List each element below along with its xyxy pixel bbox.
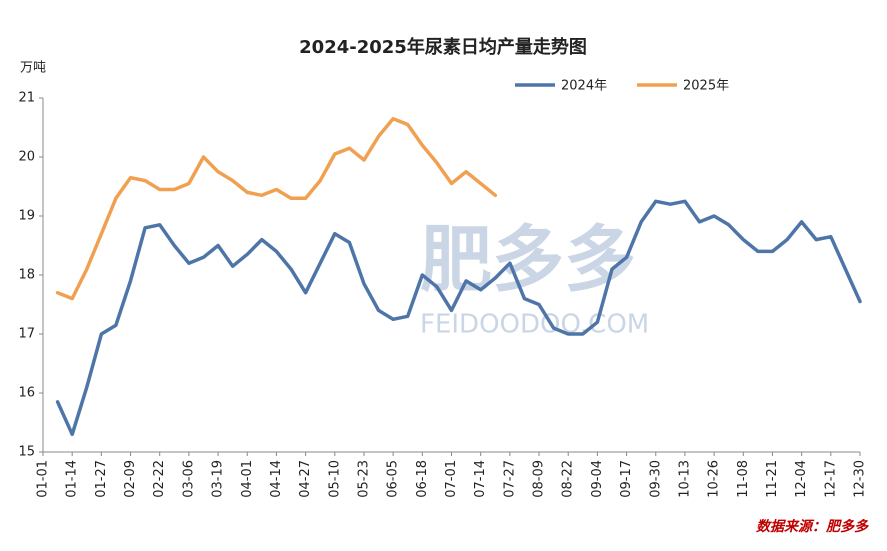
source: 数据来源：肥多多 <box>756 518 869 535</box>
series-line <box>55 116 498 301</box>
legend-label: 2025年 <box>683 79 729 94</box>
y-tick-label: 19 <box>18 209 35 224</box>
x-tick-label: 09-17 <box>619 460 634 498</box>
x-tick-label: 11-21 <box>765 460 780 498</box>
x-tick-label: 05-23 <box>356 460 371 498</box>
x-tick-label: 07-01 <box>444 460 459 498</box>
x-tick-label: 11-08 <box>736 460 751 498</box>
x-tick-label: 10-13 <box>677 460 692 498</box>
x-tick-label: 06-18 <box>415 460 430 498</box>
legend-label: 2024年 <box>561 79 607 94</box>
chart-title: 2024-2025年尿素日均产量走势图 <box>299 36 587 58</box>
x-tick-label: 09-30 <box>648 460 663 498</box>
x-tick-label: 01-14 <box>65 460 80 498</box>
x-tick-label: 03-19 <box>211 460 226 498</box>
x-tick-label: 02-09 <box>123 460 138 498</box>
x-tick-label: 12-30 <box>853 460 868 498</box>
y-tick-label: 15 <box>18 445 35 460</box>
x-tick-label: 12-17 <box>823 460 838 498</box>
x-tick-label: 07-27 <box>502 460 517 498</box>
x-tick-label: 03-06 <box>181 460 196 498</box>
x-tick-label: 08-22 <box>561 460 576 498</box>
x-tick-label: 07-14 <box>473 460 488 498</box>
x-tick-label: 10-26 <box>707 460 722 498</box>
y-tick-label: 17 <box>18 327 35 342</box>
y-unit: 万吨 <box>20 61 46 76</box>
x-tick-label: 05-10 <box>327 460 342 498</box>
watermark-url: FEIDOODOO.COM <box>420 310 649 340</box>
x-tick-label: 04-01 <box>240 460 255 498</box>
y-tick-label: 20 <box>18 150 35 165</box>
x-tick-label: 09-04 <box>590 460 605 498</box>
x-tick-label: 02-22 <box>152 460 167 498</box>
y-tick-label: 18 <box>18 268 35 283</box>
y-tick-label: 16 <box>18 386 35 401</box>
x-tick-label: 01-27 <box>94 460 109 498</box>
x-tick-label: 04-14 <box>269 460 284 498</box>
x-tick-label: 06-05 <box>386 460 401 498</box>
x-tick-label: 12-04 <box>794 460 809 498</box>
x-tick-label: 04-27 <box>298 460 313 498</box>
y-tick-label: 21 <box>18 91 35 106</box>
x-tick-label: 01-01 <box>36 460 51 498</box>
watermark: 肥多多 <box>420 218 636 302</box>
x-tick-label: 08-09 <box>532 460 547 498</box>
series-line <box>55 199 862 437</box>
